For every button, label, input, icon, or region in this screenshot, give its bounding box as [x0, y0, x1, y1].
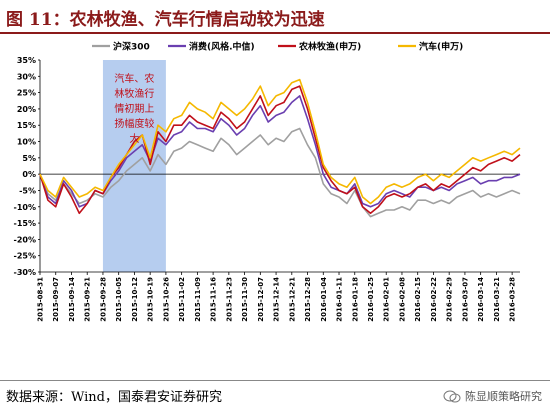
axis-layer: -30% -25% -20% -15% -10% -5% 0% 5% 10% 15% 20% 25% 3…	[14, 56, 520, 322]
x-tick-label: 2016-01-18	[351, 277, 359, 322]
x-tick-label: 2016-02-01	[383, 277, 391, 322]
annotation-text: 林牧渔行	[114, 87, 154, 100]
annotation-text: 扬幅度较	[114, 117, 154, 130]
x-tick-label: 2015-11-30	[241, 277, 249, 322]
y-tick-label: -25%	[14, 252, 36, 261]
legend-label: 消费(风格.中信)	[189, 41, 255, 53]
legend: 沪深300 消费(风格.中信) 农林牧渔(申万) 汽车(申万)	[92, 41, 463, 53]
x-tick-label: 2016-02-22	[430, 277, 438, 322]
y-tick-label: -10%	[14, 203, 36, 212]
series-line-hs300	[39, 127, 521, 218]
series-line-consumer	[39, 95, 521, 208]
x-tick-label: 2015-12-21	[288, 277, 296, 322]
x-tick-label: 2016-03-21	[493, 277, 501, 322]
y-tick-label: -5%	[19, 186, 36, 195]
title-bar: 图 11：农林牧渔、汽车行情启动较为迅速	[0, 0, 550, 34]
y-tick-label: 15%	[17, 121, 36, 130]
x-tick-label: 2015-10-26	[162, 277, 170, 322]
y-tick-label: 30%	[17, 72, 36, 81]
source-note: 数据来源：Wind，国泰君安证券研究	[6, 390, 222, 405]
watermark: 陈显顺策略研究	[443, 388, 542, 404]
highlight-region	[102, 60, 166, 272]
divider	[0, 380, 550, 381]
y-tick-label: 5%	[22, 154, 36, 163]
x-tick-label: 2015-11-23	[225, 277, 233, 322]
x-tick-label: 2016-02-15	[414, 277, 422, 322]
series-line-agri	[39, 85, 521, 215]
legend-label: 汽车(申万)	[419, 41, 463, 53]
x-tick-label: 2015-09-07	[52, 277, 60, 322]
y-tick-label: 0%	[22, 170, 36, 179]
annotation-text: 大	[129, 132, 139, 145]
x-tick-label: 2015-10-12	[131, 277, 139, 322]
y-tick-label: 25%	[17, 89, 36, 98]
wechat-icon	[443, 390, 461, 402]
x-tick-label: 2016-03-28	[509, 277, 517, 322]
figure-title: 图 11：农林牧渔、汽车行情启动较为迅速	[6, 10, 325, 30]
x-tick-label: 2015-08-31	[37, 277, 45, 322]
x-tick-label: 2016-03-14	[477, 277, 485, 322]
series-line-auto	[39, 78, 521, 205]
x-tick-label: 2015-09-14	[68, 277, 76, 322]
legend-label: 沪深300	[113, 41, 150, 53]
x-tick-label: 2016-01-04	[320, 277, 328, 322]
x-tick-label: 2015-10-19	[147, 277, 155, 322]
y-tick-label: -20%	[14, 235, 36, 244]
x-tick-label: 2015-10-05	[115, 277, 123, 322]
x-tick-label: 2015-11-09	[194, 277, 202, 322]
x-tick-label: 2016-03-07	[461, 277, 469, 322]
x-tick-label: 2015-11-16	[210, 277, 218, 322]
x-tick-label: 2015-12-07	[257, 277, 265, 322]
annotation-text: 情初期上	[114, 102, 154, 115]
y-tick-label: -30%	[14, 268, 36, 277]
x-tick-label: 2016-02-08	[398, 277, 406, 322]
x-tick-label: 2016-02-29	[446, 277, 454, 322]
y-tick-label: -15%	[14, 219, 36, 228]
x-tick-label: 2015-09-21	[84, 277, 92, 322]
x-tick-label: 2015-11-02	[178, 277, 186, 322]
line-chart: -30% -25% -20% -15% -10% -5% 0% 5% 10% 15% 20% 25% 3…	[14, 41, 521, 322]
x-tick-label: 2016-01-25	[367, 277, 375, 322]
legend-label: 农林牧渔(申万)	[298, 41, 361, 53]
y-tick-label: 20%	[17, 105, 36, 114]
x-tick-label: 2015-12-28	[304, 277, 312, 322]
highlight-layer	[102, 60, 166, 272]
y-tick-label: 35%	[17, 56, 36, 65]
x-tick-label: 2015-12-14	[273, 277, 281, 322]
y-tick-label: 10%	[17, 138, 36, 147]
x-tick-label: 2015-09-28	[99, 277, 107, 322]
x-tick-label: 2016-01-11	[336, 277, 344, 322]
series-layer	[39, 78, 521, 218]
annotation-text: 汽车、农	[114, 72, 154, 85]
watermark-text: 陈显顺策略研究	[465, 390, 542, 403]
